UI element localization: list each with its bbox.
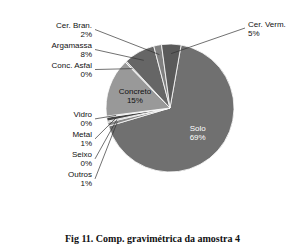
slice-percent: 1% — [80, 179, 92, 188]
title: Fig 11. Comp. gravimétrica da amostra 4 — [65, 233, 240, 244]
slice-label: Conc. Asfal0% — [52, 61, 93, 79]
slice-name: Seixo — [72, 150, 93, 159]
leader-line — [95, 68, 132, 70]
leader-line — [95, 115, 116, 118]
slice-label: Metal1% — [72, 130, 92, 148]
slice-label: Cer. Verm.5% — [248, 20, 286, 38]
chart: Solo69% Concreto15% Cer. Bran.2% Argamassa8… — [0, 0, 305, 250]
slice-name: Argamassa — [52, 41, 93, 50]
leader-line — [95, 30, 159, 55]
pie — [106, 44, 234, 172]
slice-percent: 8% — [80, 50, 92, 59]
slice-name: Metal — [72, 130, 92, 139]
slice-label: Argamassa8% — [52, 41, 93, 59]
slice-label: Vidro0% — [73, 110, 92, 128]
leader-line — [95, 122, 117, 179]
slice-percent: 1% — [80, 139, 92, 148]
leader-line — [95, 120, 117, 159]
slice-name: Concreto — [119, 87, 152, 96]
slice-percent: 2% — [80, 30, 92, 39]
slice-percent: 0% — [80, 119, 92, 128]
leader-line — [171, 28, 245, 54]
slice-percent: 0% — [80, 70, 92, 79]
slice-name: Conc. Asfal — [52, 61, 93, 70]
slice-name: Cer. Verm. — [248, 20, 286, 29]
slice-name: Solo — [190, 124, 207, 133]
slice-label: Concreto15% — [119, 87, 152, 105]
slice-label: Solo69% — [190, 124, 207, 142]
slice-percent: 0% — [80, 159, 92, 168]
slice-percent: 69% — [190, 133, 206, 142]
slice-label: Cer. Bran.2% — [56, 21, 92, 39]
slice-name: Outros — [68, 170, 92, 179]
slice-name: Cer. Bran. — [56, 21, 92, 30]
labels: Solo69% Concreto15% Cer. Bran.2% Argamassa8… — [52, 20, 286, 189]
slice-percent: 5% — [248, 29, 260, 38]
slice-percent: 15% — [127, 96, 143, 105]
slice-label: Seixo0% — [72, 150, 93, 168]
slice-label: Outros1% — [68, 170, 92, 188]
leader-line — [95, 50, 144, 61]
leader-line — [95, 118, 116, 139]
slice-name: Vidro — [73, 110, 92, 119]
